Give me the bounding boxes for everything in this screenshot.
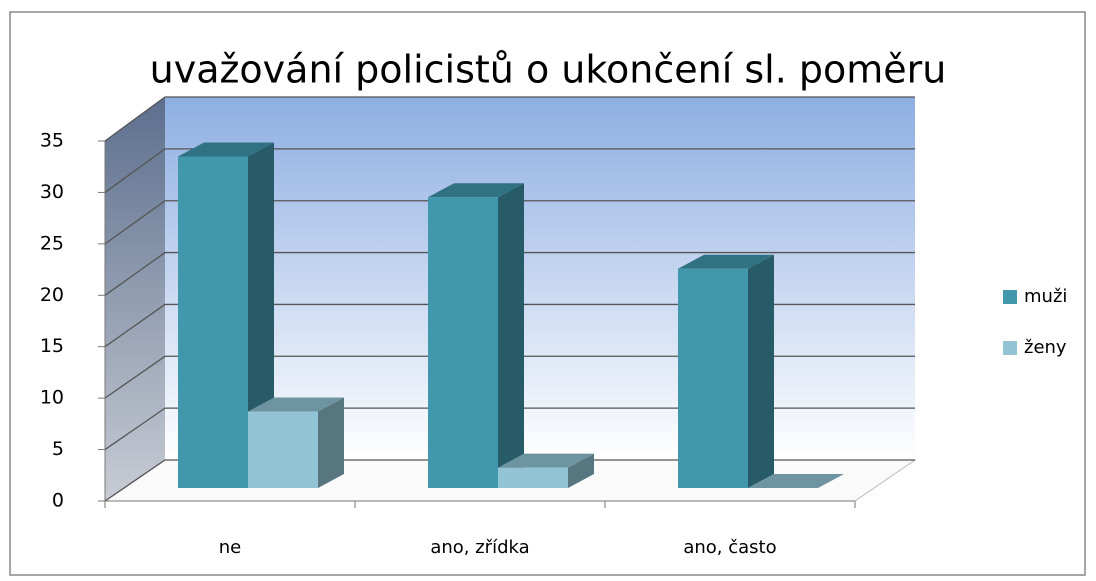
bar-top [678,254,774,269]
y-tick-label: 5 [52,438,64,460]
bar-top [178,142,274,157]
y-tick-label: 20 [40,284,64,306]
plot: 0 5 10 15 20 25 30 35 ne ano, zřídka ano, často muž… [40,96,1067,558]
grid-line [104,200,915,245]
grid-line [104,407,915,451]
grid-line [104,251,915,296]
grid-line [104,96,915,142]
bar-side [498,183,524,489]
y-tick-label: 15 [40,335,64,357]
bar-side [568,453,594,488]
legend-swatch [1003,341,1017,355]
legend-swatch [1003,290,1017,304]
y-tick-label: 25 [40,232,64,254]
legend-label: ženy [1024,337,1067,358]
bar-front [428,197,498,489]
y-tick-label: 0 [52,490,64,512]
grid-line [104,303,915,348]
y-tick-label: 35 [40,130,64,152]
x-tick-label: ano, často [683,537,776,558]
grid-line [104,459,915,502]
bar [498,453,594,488]
bar-top [498,453,594,468]
bar-front [678,268,748,488]
bar [748,474,844,488]
bar-side [748,254,774,488]
bar-top [248,397,344,412]
bar-front [498,467,568,488]
bar-front [178,156,248,488]
bar [678,254,774,488]
grid-line [104,355,915,399]
legend-label: muži [1024,286,1067,307]
bar-front [248,411,318,488]
grid-line [104,148,915,193]
x-tick-label: ne [219,537,241,558]
bar [428,183,524,489]
chart-title: uvažování policistů o ukončení sl. poměr… [150,48,947,92]
bar-top [428,183,524,198]
bar-side [318,397,344,488]
x-tick-label: ano, zřídka [430,537,529,558]
side-wall [105,97,165,501]
y-tick-label: 30 [40,181,64,203]
y-tick-label: 10 [40,387,64,409]
bar [248,397,344,488]
bar-top [748,474,844,488]
